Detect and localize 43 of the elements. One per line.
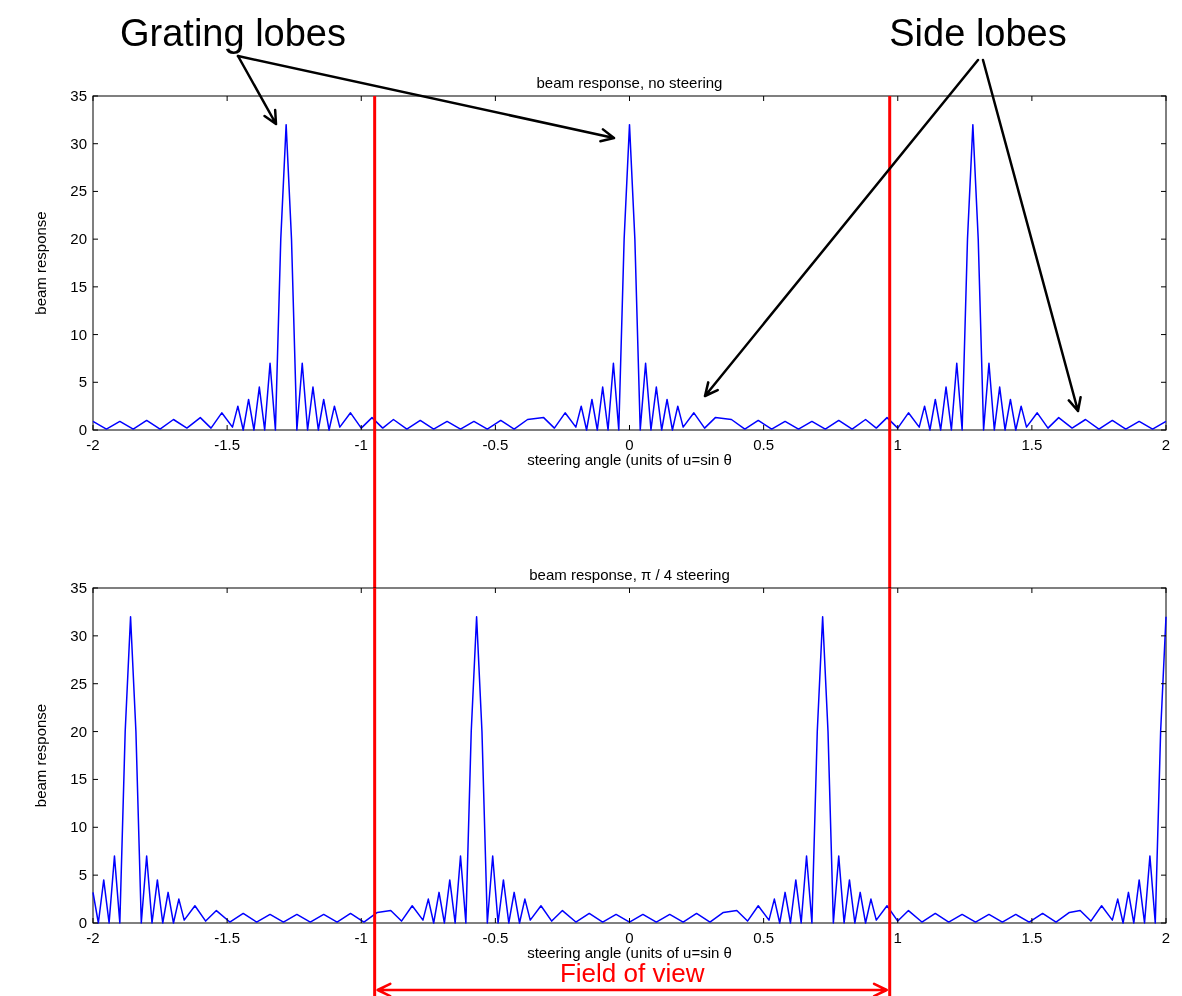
- x-tick-label: 0.5: [753, 436, 775, 453]
- y-tick-label: 20: [70, 722, 87, 740]
- y-tick-label: 30: [70, 626, 87, 644]
- y-axis-title: beam response: [32, 211, 49, 315]
- x-tick-label: -1: [354, 929, 368, 946]
- x-tick-label: 2: [1161, 929, 1171, 946]
- x-tick-label: 2: [1161, 436, 1171, 453]
- y-tick-label: 15: [70, 277, 87, 295]
- y-tick-label: 25: [70, 674, 87, 692]
- x-tick-label: -1: [354, 436, 368, 453]
- x-tick-label: 0: [625, 929, 634, 946]
- y-tick-label: 5: [78, 373, 87, 391]
- x-tick-label: 0: [625, 436, 634, 453]
- y-tick-label: 30: [70, 134, 87, 152]
- y-tick-label: 0: [78, 421, 87, 438]
- x-tick-label: 1.5: [1021, 929, 1043, 946]
- x-tick-label: 1.5: [1021, 436, 1043, 453]
- chart-title: beam response, no steering: [536, 74, 723, 91]
- x-tick-label: -1.5: [214, 436, 241, 453]
- y-axis-title: beam response: [32, 703, 49, 808]
- y-tick-label: 35: [70, 579, 87, 596]
- text: Side lobes: [889, 12, 1067, 54]
- x-tick-label: -0.5: [482, 929, 509, 946]
- y-tick-label: 20: [70, 230, 87, 248]
- x-tick-label: -2: [86, 436, 100, 453]
- x-tick-label: 1: [893, 436, 902, 453]
- x-axis-title: steering angle (units of u=sin θ: [527, 451, 732, 468]
- text: Grating lobes: [119, 12, 347, 54]
- y-tick-label: 5: [78, 866, 87, 884]
- chart-title: beam response, π / 4 steering: [529, 566, 730, 583]
- y-tick-label: 35: [70, 87, 87, 104]
- y-tick-label: 0: [78, 914, 87, 931]
- x-tick-label: -0.5: [482, 436, 509, 453]
- y-tick-label: 25: [70, 182, 87, 200]
- x-tick-label: 1: [893, 929, 902, 946]
- line-series: [92, 123, 1167, 431]
- y-tick-label: 15: [70, 770, 87, 788]
- x-tick-label: -1.5: [214, 929, 241, 946]
- y-tick-label: 10: [70, 325, 87, 343]
- x-tick-label: -2: [86, 929, 100, 946]
- y-tick-label: 10: [70, 818, 87, 836]
- x-tick-label: 0.5: [753, 929, 775, 946]
- line-series: [92, 615, 1167, 924]
